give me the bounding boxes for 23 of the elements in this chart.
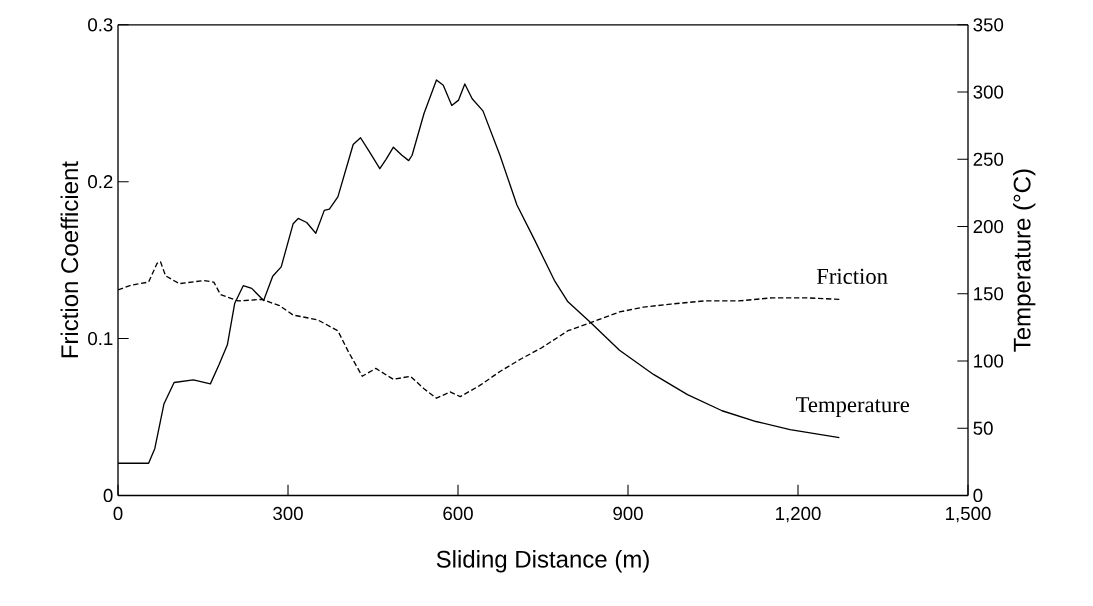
y2-tick-label: 350 xyxy=(973,18,1004,32)
y2-tick-label: 50 xyxy=(973,421,993,435)
x-tick-label: 900 xyxy=(613,506,643,521)
y2-tick-label: 300 xyxy=(973,85,1004,99)
x-tick-label: 600 xyxy=(443,506,473,521)
y2-tick-label: 0 xyxy=(973,488,983,503)
y2-tick-label: 200 xyxy=(973,219,1004,234)
y2-tick-label: 100 xyxy=(974,354,1004,368)
x-axis-title: Sliding Distance (m) xyxy=(436,550,649,573)
y2-tick-label: 150 xyxy=(974,287,1004,301)
y-tick-label: 0.1 xyxy=(88,331,113,346)
y-tick-label: 0 xyxy=(103,488,113,503)
y-tick-label: 0.2 xyxy=(88,175,113,189)
series-label: Temperature xyxy=(796,397,910,417)
series-label: Friction xyxy=(816,268,888,284)
x-tick-label: 1,500 xyxy=(946,506,991,523)
y2-tick-label: 250 xyxy=(973,152,1004,166)
y2-axis-title: Temperature (°C) xyxy=(1013,169,1036,352)
x-tick-label: 1,200 xyxy=(776,506,821,523)
x-tick-label: 0 xyxy=(113,506,123,521)
y-tick-label: 0.3 xyxy=(88,18,113,32)
y-axis-title: Friction Coefficient xyxy=(60,161,79,358)
x-tick-label: 300 xyxy=(273,506,303,521)
